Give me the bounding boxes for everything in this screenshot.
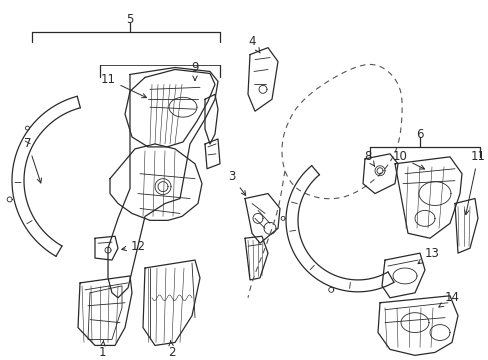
- Text: 10: 10: [392, 150, 424, 169]
- Text: 3: 3: [228, 170, 245, 195]
- Text: 14: 14: [438, 291, 459, 307]
- Text: 6: 6: [415, 127, 423, 140]
- Text: 1: 1: [98, 340, 105, 359]
- Text: 9: 9: [191, 61, 198, 80]
- Text: 13: 13: [417, 247, 439, 264]
- Text: 2: 2: [168, 340, 175, 359]
- Text: 8: 8: [364, 150, 374, 166]
- Text: 12: 12: [122, 240, 145, 253]
- Text: 4: 4: [248, 35, 260, 53]
- Text: 7: 7: [24, 138, 41, 183]
- Text: 11: 11: [101, 73, 146, 98]
- Text: 5: 5: [126, 13, 133, 26]
- Text: 11: 11: [464, 150, 485, 215]
